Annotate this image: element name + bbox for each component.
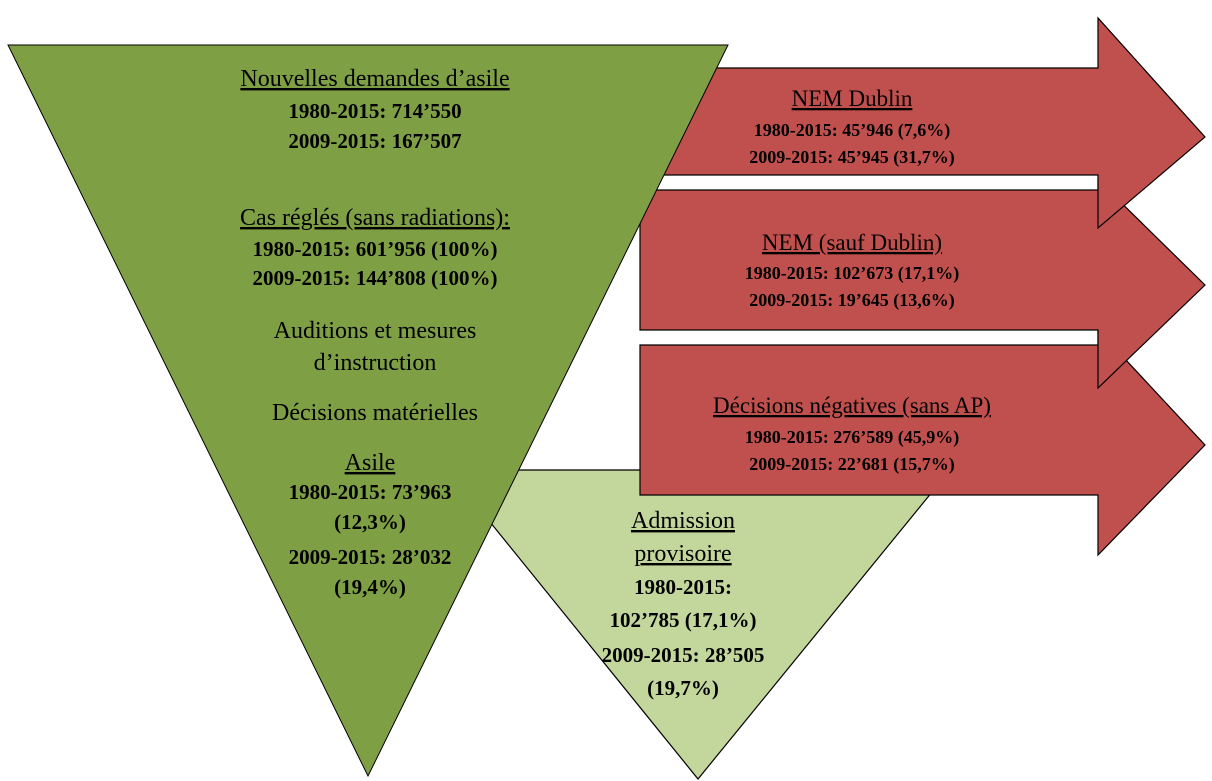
label: NEM (sauf Dublin) xyxy=(762,230,942,255)
label: provisoire xyxy=(634,541,731,567)
label: 2009-2015: 144’808 (100%) xyxy=(253,266,498,290)
label: d’instruction xyxy=(314,350,437,376)
label: (19,7%) xyxy=(647,676,719,700)
label: (12,3%) xyxy=(334,510,406,534)
label: Décisions négatives (sans AP) xyxy=(713,393,991,418)
label: 2009-2015: 22’681 (15,7%) xyxy=(749,454,954,475)
label: 1980-2015: 714’550 xyxy=(288,99,461,123)
label: Admission xyxy=(631,508,735,534)
label: 102’785 (17,1%) xyxy=(610,608,757,632)
label: 2009-2015: 167’507 xyxy=(288,129,461,153)
label: 1980-2015: 45’946 (7,6%) xyxy=(754,120,950,141)
label: 2009-2015: 45’945 (31,7%) xyxy=(749,147,954,168)
main-triangle xyxy=(7,44,729,778)
label: Nouvelles demandes d’asile xyxy=(240,66,509,92)
arrow-dublin xyxy=(639,16,1206,230)
label: (19,4%) xyxy=(334,575,406,599)
label: 2009-2015: 28’032 xyxy=(289,545,452,569)
label: Asile xyxy=(345,450,396,476)
label: Cas réglés (sans radiations): xyxy=(240,205,510,231)
label: 2009-2015: 19’645 (13,6%) xyxy=(749,290,954,311)
label: 1980-2015: 102’673 (17,1%) xyxy=(745,263,959,284)
label: 2009-2015: 28’505 xyxy=(602,643,765,667)
label: 1980-2015: 276’589 (45,9%) xyxy=(745,427,959,448)
label: 1980-2015: xyxy=(634,575,732,599)
label: 1980-2015: 73’963 xyxy=(289,480,452,504)
label: NEM Dublin xyxy=(792,86,913,111)
label: Décisions matérielles xyxy=(272,400,478,426)
label: 1980-2015: 601’956 (100%) xyxy=(253,237,498,261)
label: Auditions et mesures xyxy=(274,318,477,344)
